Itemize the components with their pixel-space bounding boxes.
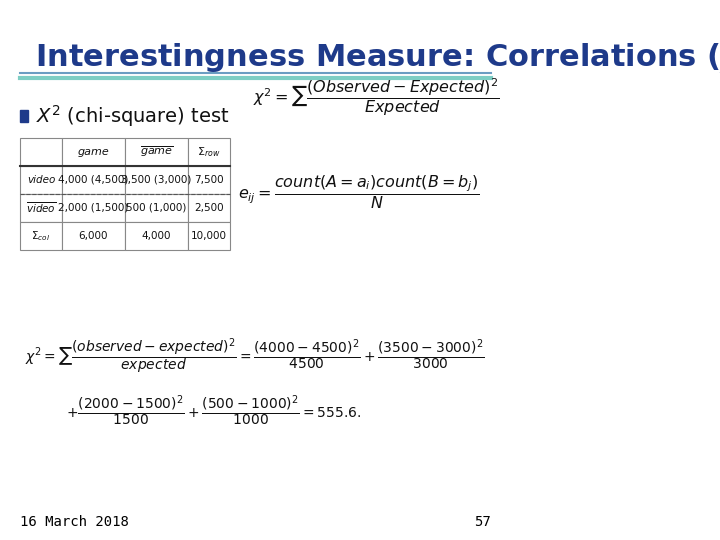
Bar <box>188 194 230 222</box>
Bar <box>20 194 62 222</box>
Text: $\overline{video}$: $\overline{video}$ <box>26 200 56 215</box>
Text: $e_{ij} = \dfrac{count(A=a_i)count(B=b_j)}{N}$: $e_{ij} = \dfrac{count(A=a_i)count(B=b_j… <box>238 173 480 211</box>
Bar <box>188 166 230 194</box>
Bar <box>62 166 125 194</box>
Text: $\overline{game}$: $\overline{game}$ <box>140 144 174 159</box>
Text: 6,000: 6,000 <box>78 231 108 241</box>
Bar <box>62 194 125 222</box>
Text: $\chi^2 = \sum \dfrac{(observed - expected)^2}{expected} = \dfrac{(4000-4500)^2}: $\chi^2 = \sum \dfrac{(observed - expect… <box>25 336 485 376</box>
Text: 4,000: 4,000 <box>142 231 171 241</box>
Bar <box>125 194 188 222</box>
Text: $\Sigma_{row}$: $\Sigma_{row}$ <box>197 145 220 159</box>
Text: 57: 57 <box>474 515 490 529</box>
Text: 16 March 2018: 16 March 2018 <box>20 515 129 529</box>
Text: $\Sigma_{col}$: $\Sigma_{col}$ <box>32 229 50 243</box>
Text: 10,000: 10,000 <box>191 231 227 241</box>
Text: 2,500: 2,500 <box>194 203 224 213</box>
Text: video: video <box>27 175 55 185</box>
Bar <box>125 138 188 166</box>
Text: 2,000 (1,500): 2,000 (1,500) <box>58 203 128 213</box>
Text: $+ \dfrac{(2000-1500)^2}{1500} + \dfrac{(500-1000)^2}{1000} = 555.6.$: $+ \dfrac{(2000-1500)^2}{1500} + \dfrac{… <box>66 393 361 428</box>
Bar <box>20 138 62 166</box>
Text: 7,500: 7,500 <box>194 175 224 185</box>
Bar <box>62 138 125 166</box>
Bar <box>20 166 62 194</box>
Text: game: game <box>78 147 109 157</box>
Bar <box>125 222 188 250</box>
Bar <box>20 110 28 122</box>
Bar <box>20 222 62 250</box>
Bar <box>125 166 188 194</box>
Text: $X^2$ (chi-square) test: $X^2$ (chi-square) test <box>37 103 230 129</box>
Text: Interestingness Measure: Correlations ($\chi^2$): Interestingness Measure: Correlations ($… <box>35 38 720 77</box>
Bar <box>188 222 230 250</box>
Text: 4,000 (4,500): 4,000 (4,500) <box>58 175 128 185</box>
Text: $\chi^2 = \sum \dfrac{(Observed - Expected)^2}{Expected}$: $\chi^2 = \sum \dfrac{(Observed - Expect… <box>253 76 500 118</box>
Bar <box>188 138 230 166</box>
Bar <box>62 222 125 250</box>
Text: 500 (1,000): 500 (1,000) <box>127 203 186 213</box>
Text: 3,500 (3,000): 3,500 (3,000) <box>122 175 192 185</box>
